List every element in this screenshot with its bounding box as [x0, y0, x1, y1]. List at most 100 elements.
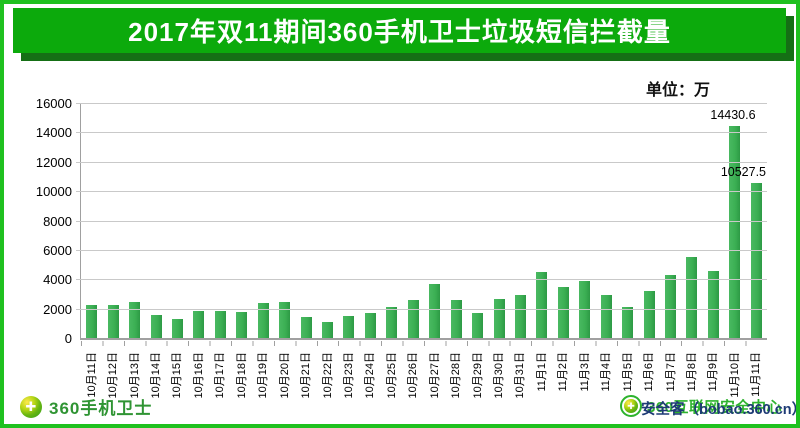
bar — [129, 302, 141, 338]
x-label-slot: 10月19日 — [252, 349, 273, 411]
bar — [279, 301, 291, 338]
bars-row: 14430.6 10527.5 — [81, 103, 767, 338]
bar — [214, 311, 226, 338]
x-tick-label: 11月10日 — [728, 352, 741, 398]
bar-slot — [295, 103, 316, 338]
bar-slot — [467, 103, 488, 338]
360-ball-icon: ✚ — [623, 399, 638, 413]
bar — [386, 306, 398, 338]
x-tick-label: 10月12日 — [107, 352, 120, 399]
bar-slot — [531, 103, 552, 338]
x-tick-label: 10月14日 — [150, 352, 163, 399]
bar — [193, 310, 205, 338]
x-tick-label: 10月11日 — [85, 352, 98, 398]
bar-value-label: 14430.6 — [710, 108, 756, 123]
bar — [450, 300, 462, 338]
360-logo-icon: ✚ — [20, 395, 42, 418]
bar — [729, 126, 741, 338]
bar-slot — [210, 103, 231, 338]
bar — [493, 299, 505, 338]
watermark: ✚ 360互联网安全中心 安全客（bobao.360.cn） — [619, 394, 796, 419]
x-tick-label: 11月8日 — [685, 352, 698, 392]
watermark-green-text: 360互联网安全中心 — [646, 398, 782, 416]
bar-slot — [274, 103, 295, 338]
x-label-slot: 10月24日 — [359, 349, 380, 411]
y-tick-label: 10000 — [35, 184, 72, 200]
bar — [643, 290, 655, 338]
x-tick-label: 10月29日 — [471, 352, 484, 399]
x-label-slot: 11月3日 — [573, 349, 594, 411]
security-center-logo-icon: ✚ — [619, 395, 642, 417]
x-tick-label: 10月16日 — [192, 352, 205, 399]
bar-slot — [488, 103, 509, 338]
footer-logo: ✚ 360手机卫士 — [20, 394, 152, 419]
bar-slot — [102, 103, 123, 338]
x-tick-label: 10月19日 — [257, 352, 270, 399]
bar — [600, 295, 612, 338]
bar — [536, 272, 548, 338]
bar-slot — [188, 103, 209, 338]
watermark-text-group: 360互联网安全中心 安全客（bobao.360.cn） — [641, 394, 796, 419]
x-tick-label: 10月28日 — [450, 352, 463, 399]
bar — [622, 306, 634, 338]
bar — [686, 256, 698, 338]
bar — [665, 275, 677, 338]
y-tick-label: 0 — [64, 331, 72, 346]
x-axis-ticks — [81, 341, 767, 346]
x-tick-label: 10月26日 — [407, 352, 420, 399]
bar-slot — [167, 103, 188, 338]
bar-slot — [445, 103, 466, 338]
x-tick-label: 10月21日 — [300, 352, 313, 399]
bar-slot — [553, 103, 574, 338]
x-tick-label: 11月1日 — [535, 352, 548, 392]
y-tick-label: 14000 — [35, 125, 72, 141]
bar — [407, 299, 419, 338]
page-title: 2017年双11期间360手机卫士垃圾短信拦截量 — [128, 17, 671, 47]
bar-slot: 14430.6 — [710, 103, 756, 338]
bar-slot — [681, 103, 702, 338]
bar-chart-plot-area: 14430.6 10527.5 — [76, 103, 767, 346]
x-label-slot: 10月25日 — [380, 349, 401, 411]
bar-slot — [424, 103, 445, 338]
bar-slot — [510, 103, 531, 338]
bar — [364, 312, 376, 338]
bar-value-label: 10527.5 — [720, 165, 766, 180]
gridline — [76, 279, 767, 281]
gridline — [76, 249, 767, 251]
x-tick-label: 10月13日 — [128, 352, 141, 399]
bar-slot — [231, 103, 252, 338]
x-label-slot: 10月20日 — [273, 349, 294, 411]
bar — [236, 311, 248, 338]
x-tick-label: 10月17日 — [214, 352, 227, 399]
bar — [472, 313, 484, 338]
bar — [107, 305, 119, 338]
gridline — [76, 161, 767, 163]
x-tick-label: 10月23日 — [342, 352, 355, 399]
bar — [86, 305, 98, 338]
x-tick-label: 10月15日 — [171, 352, 184, 399]
x-tick-label: 11月6日 — [643, 352, 656, 392]
x-label-slot: 10月26日 — [402, 349, 423, 411]
y-tick-label: 2000 — [43, 301, 72, 317]
bar-slot — [703, 103, 724, 338]
bar-slot — [403, 103, 424, 338]
bar — [257, 302, 269, 338]
x-label-slot: 11月2日 — [552, 349, 573, 411]
x-label-slot: 10月18日 — [230, 349, 251, 411]
x-tick-label: 10月31日 — [514, 352, 527, 399]
gridline — [76, 220, 767, 222]
bar — [557, 286, 569, 338]
x-tick-label: 10月30日 — [493, 352, 506, 399]
bar — [707, 271, 719, 338]
x-label-slot: 10月27日 — [423, 349, 444, 411]
x-label-slot: 10月28日 — [444, 349, 465, 411]
x-label-slot: 11月1日 — [530, 349, 551, 411]
x-label-slot: 10月22日 — [316, 349, 337, 411]
bar — [300, 317, 312, 338]
x-tick-label: 10月24日 — [364, 352, 377, 399]
bar — [322, 322, 334, 338]
x-tick-label: 11月3日 — [578, 352, 591, 392]
unit-label: 单位：万 — [645, 82, 710, 99]
bar-slot — [617, 103, 638, 338]
bar-slot — [596, 103, 617, 338]
